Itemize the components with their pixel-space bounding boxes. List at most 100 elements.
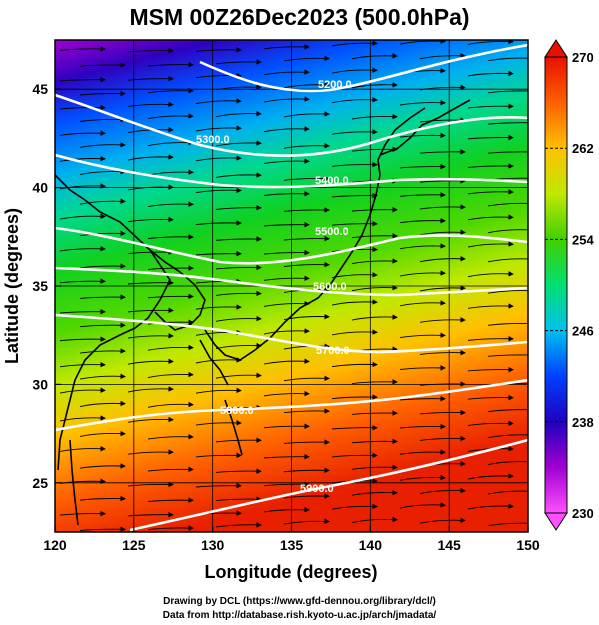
wind-arrow [283, 439, 330, 445]
wind-arrow [147, 201, 194, 207]
contour-label: 5900.0 [300, 483, 334, 495]
wind-arrow [487, 434, 528, 438]
wind-arrow [283, 375, 330, 382]
wind-arrow [283, 343, 330, 350]
wind-arrow [399, 192, 446, 198]
y-tick-label: 30 [32, 376, 48, 392]
wind-arrow [283, 261, 330, 268]
wind-arrow [351, 206, 398, 213]
wind-arrow [283, 313, 330, 321]
wind-arrow [331, 272, 378, 278]
wind-arrow [147, 113, 194, 120]
wind-arrow [283, 493, 330, 499]
wind-arrow [399, 502, 446, 509]
wind-arrow [419, 487, 466, 495]
wind-arrow [419, 409, 466, 416]
wind-arrow [351, 438, 398, 445]
wind-arrow [59, 510, 106, 517]
wind-arrow [147, 525, 194, 531]
wind-arrow [283, 467, 330, 473]
contour-label: 5300.0 [196, 134, 230, 146]
wind-arrow [331, 97, 378, 104]
wind-arrow [351, 464, 398, 470]
wind-arrow [283, 207, 330, 213]
wind-arrow [215, 110, 262, 118]
wind-arrow [59, 76, 106, 83]
wind-arrow [467, 303, 514, 309]
wind-arrow [351, 284, 398, 292]
wind-arrow [419, 317, 466, 323]
wind-arrow [263, 126, 310, 133]
wind-arrow [351, 146, 398, 153]
wind-arrow [79, 348, 126, 354]
wind-arrow [147, 61, 194, 68]
wind-arrow [419, 517, 466, 524]
wind-arrow [419, 204, 466, 210]
wind-arrow [399, 217, 446, 224]
wind-arrow [147, 234, 194, 240]
wind-arrow [283, 518, 330, 525]
y-tick-label: 40 [32, 180, 48, 196]
wind-arrow [263, 191, 310, 197]
wind-arrow [215, 372, 262, 379]
wind-arrow [467, 366, 514, 373]
colorbar: 230 238 246 254 262 270 [544, 39, 594, 531]
wind-arrow [467, 103, 514, 109]
wind-arrow [419, 53, 466, 60]
wind-arrow [351, 516, 398, 523]
wind-arrow [59, 246, 106, 252]
wind-arrow [147, 265, 194, 271]
wind-arrow [487, 202, 528, 207]
wind-arrow [127, 101, 174, 108]
wind-arrow [331, 424, 378, 431]
wind-arrow [399, 449, 446, 455]
wind-arrow [399, 40, 446, 45]
wind-arrow [127, 386, 174, 393]
wind-arrow [59, 130, 106, 136]
wind-arrow [467, 336, 514, 342]
wind-arrow [195, 155, 242, 162]
x-tick-label: 120 [43, 537, 67, 553]
wind-arrow [215, 468, 262, 474]
wind-arrow [127, 307, 174, 314]
wind-arrow [351, 314, 398, 321]
wind-arrow [331, 221, 378, 227]
wind-arrow [331, 192, 378, 199]
wind-arrow [59, 104, 106, 111]
wind-arrow [195, 304, 242, 310]
colorbar-tick-label: 246 [572, 324, 594, 339]
wind-arrow [195, 187, 242, 194]
wind-arrow [147, 344, 194, 351]
wind-arrow [195, 250, 242, 257]
wind-arrow [399, 132, 446, 139]
x-tick-label: 145 [437, 537, 461, 553]
y-tick-label: 35 [32, 278, 48, 294]
wind-arrow [59, 213, 106, 220]
wind-arrow [127, 216, 174, 223]
wind-arrow [263, 481, 310, 487]
wind-arrow [263, 506, 310, 513]
chart-title: MSM 00Z26Dec2023 (500.0hPa) [129, 4, 470, 30]
wind-arrow [147, 293, 194, 300]
wind-arrow [79, 322, 126, 328]
wind-arrow [283, 235, 330, 242]
wind-arrow [399, 99, 446, 106]
wind-arrow [79, 373, 126, 380]
geopotential-contours [55, 43, 528, 532]
wind-arrow [79, 198, 126, 205]
wind-arrow [487, 354, 528, 357]
colorbar-max-arrow [544, 39, 568, 58]
wind-arrow [195, 47, 242, 53]
wind-arrow [263, 358, 310, 365]
wind-arrow [331, 329, 378, 336]
wind-arrow [331, 503, 378, 510]
colorbar-tick-label: 262 [572, 141, 594, 156]
wind-arrow [331, 161, 378, 168]
wind-arrow [215, 315, 262, 322]
wind-arrow [351, 53, 398, 60]
wind-arrow [127, 75, 174, 82]
wind-arrow [467, 214, 514, 221]
wind-arrow [351, 82, 398, 89]
wind-arrow [399, 270, 446, 277]
